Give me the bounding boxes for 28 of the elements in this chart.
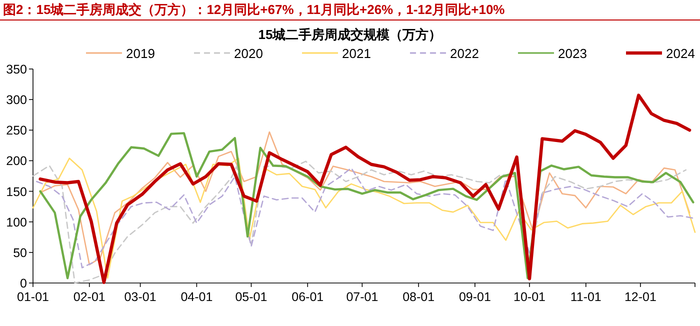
x-tick-label: 09-01 <box>458 290 491 304</box>
x-tick-label: 04-01 <box>180 290 213 304</box>
x-tick-label: 06-01 <box>292 290 324 304</box>
y-tick-label: 200 <box>6 154 28 168</box>
y-tick-label: 50 <box>13 246 28 260</box>
y-tick-label: 350 <box>6 62 28 76</box>
x-tick-label: 11-01 <box>570 290 602 304</box>
x-tick-label: 12-01 <box>624 290 656 304</box>
y-tick-label: 300 <box>6 93 28 108</box>
x-tick-label: 05-01 <box>235 290 268 304</box>
legend-label: 2024 <box>666 46 695 61</box>
legend-label: 2021 <box>342 46 371 61</box>
x-tick-label: 02-01 <box>73 290 106 304</box>
x-tick-label: 10-01 <box>514 290 546 304</box>
y-tick-label: 0 <box>20 276 28 290</box>
x-tick-label: 08-01 <box>402 290 435 304</box>
x-tick-label: 03-01 <box>124 290 156 304</box>
y-tick-label: 100 <box>6 215 28 230</box>
legend-label: 2020 <box>234 46 263 61</box>
x-tick-label: 07-01 <box>346 290 378 304</box>
legend-label: 2019 <box>126 46 155 61</box>
y-tick-label: 150 <box>6 184 28 199</box>
legend-label: 2023 <box>558 46 587 61</box>
legend-label: 2022 <box>450 46 479 61</box>
x-tick-label: 01-01 <box>17 290 50 304</box>
subtitle: 15城二手房周成交规模（万方） <box>258 27 442 42</box>
y-tick-label: 250 <box>6 124 28 138</box>
title: 图2：15城二手房周成交（万方）：12月同比+67%，11月同比+26%，1-12月同比+10% <box>3 2 505 17</box>
